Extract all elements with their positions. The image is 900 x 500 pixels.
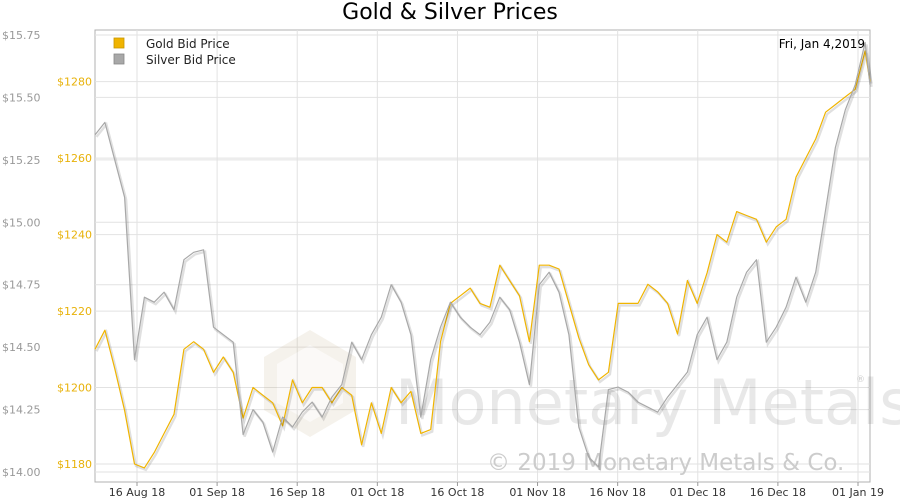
x-tick-label: 01 Jan 19 (832, 486, 884, 499)
date-label: Fri, Jan 4,2019 (779, 37, 865, 51)
grid-lines (95, 30, 870, 482)
watermark: Monetary Metals (264, 330, 900, 439)
y-axis-left: $1180 $1200 $1220 $1240 $1260 $1280 (57, 76, 92, 471)
silver-price-line (94, 41, 871, 468)
legend-label-silver: Silver Bid Price (146, 53, 236, 67)
x-tick-label: 01 Sep 18 (189, 486, 245, 499)
x-tick-label: 16 Aug 18 (109, 486, 165, 499)
x-axis: 16 Aug 18 01 Sep 18 16 Sep 18 01 Oct 18 16 O… (109, 482, 884, 499)
legend-swatch-silver (113, 53, 125, 65)
y-left-tick-label: $1240 (57, 229, 92, 242)
x-tick-label: 01 Nov 18 (509, 486, 565, 499)
y-right-tick-label: $15.00 (2, 216, 41, 229)
gold-price-line (94, 50, 871, 469)
chart-title: Gold & Silver Prices (342, 0, 558, 25)
y-left-tick-label: $1260 (57, 152, 92, 165)
series-shadow-1 (95, 44, 873, 472)
y-left-tick-label: $1180 (57, 458, 92, 471)
y-right-tick-label: $15.50 (2, 91, 41, 104)
legend-swatch-gold (113, 37, 125, 49)
y-right-tick-label: $14.00 (2, 466, 41, 479)
x-tick-label: 01 Dec 18 (670, 486, 726, 499)
y-axis-right: $14.00 $14.25 $14.50 $14.75 $15.00 $15.25 $15.… (2, 29, 41, 479)
legend-label-gold: Gold Bid Price (146, 37, 230, 51)
x-tick-label: 16 Dec 18 (750, 486, 806, 499)
registered-mark: ® (856, 375, 865, 385)
y-left-tick-label: $1220 (57, 305, 92, 318)
x-tick-label: 01 Oct 18 (350, 486, 404, 499)
x-tick-label: 16 Sep 18 (269, 486, 325, 499)
watermark-logo-icon (264, 330, 356, 437)
y-right-tick-label: $15.75 (2, 29, 41, 42)
y-left-tick-label: $1200 (57, 382, 92, 395)
y-right-tick-label: $14.50 (2, 341, 41, 354)
series-layer (94, 41, 873, 472)
legend: Gold Bid Price Silver Bid Price (113, 37, 236, 67)
y-right-tick-label: $14.25 (2, 404, 41, 417)
y-left-tick-label: $1280 (57, 76, 92, 89)
y-right-tick-label: $15.25 (2, 154, 41, 167)
x-tick-label: 16 Nov 18 (589, 486, 645, 499)
x-tick-label: 16 Oct 18 (430, 486, 484, 499)
copyright-text: © 2019 Monetary Metals & Co. (487, 450, 844, 476)
plot-area (94, 29, 871, 483)
watermark-text: Monetary Metals (395, 366, 900, 439)
y-right-tick-label: $14.75 (2, 279, 41, 292)
